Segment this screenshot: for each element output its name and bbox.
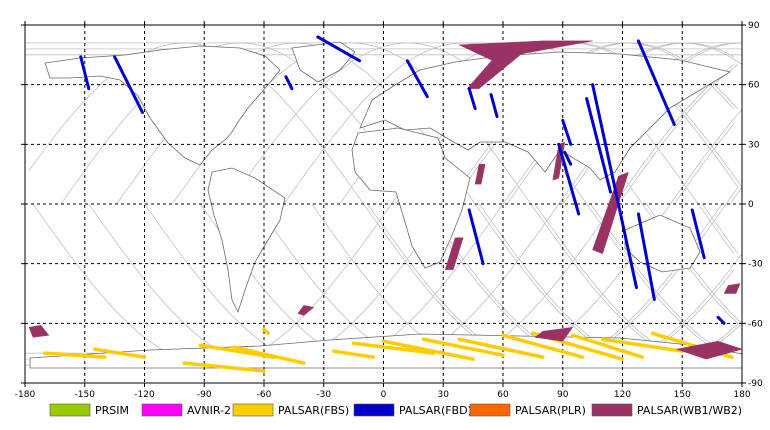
legend-label: PALSAR(FBS) <box>278 404 349 417</box>
fbd-swath <box>636 39 676 126</box>
x-tick-label: 180 <box>733 390 750 400</box>
legend-swatch <box>353 403 395 417</box>
legend: PRSIM AVNIR-2 PALSAR(FBS) PALSAR(FBD) PALSAR… <box>49 403 742 417</box>
south-america-land <box>207 167 286 314</box>
fbs-swath <box>421 337 505 357</box>
fbs-swath <box>182 361 266 373</box>
wb-swath <box>592 171 629 255</box>
fbs-swath <box>381 339 475 361</box>
orbit-track <box>729 186 743 205</box>
legend-swatch <box>49 403 91 417</box>
x-axis-ticks: -180 -150 -120 -90 -60 -30 0 30 60 90 120 150 180 <box>15 21 751 400</box>
fbd-swath <box>636 212 656 301</box>
fbs-swath <box>570 333 645 359</box>
x-tick-label: 0 <box>381 390 387 400</box>
orbit-track <box>618 64 739 205</box>
y-tick-label: 30 <box>748 140 760 150</box>
fbd-swath <box>557 142 581 216</box>
fbd-swath <box>563 150 573 166</box>
fbd-swath <box>467 87 477 111</box>
fbd-swath <box>716 315 726 325</box>
x-tick-label: 120 <box>614 390 631 400</box>
legend-swatch <box>232 403 274 417</box>
x-tick-label: 60 <box>497 390 509 400</box>
fbd-swath <box>79 55 91 91</box>
fbd-swath <box>284 75 294 91</box>
fbs-swath <box>262 327 270 336</box>
legend-label: AVNIR-2 <box>187 404 231 417</box>
orbit-track <box>673 123 735 205</box>
fbd-swaths <box>79 35 726 325</box>
fbs-swath <box>600 337 684 353</box>
y-tick-label: 60 <box>748 81 760 91</box>
x-tick-label: 150 <box>674 390 691 400</box>
x-tick-label: -30 <box>316 390 331 400</box>
legend-label: PALSAR(WB1/WB2) <box>637 404 742 417</box>
wb-swaths <box>28 40 743 360</box>
y-tick-label: -60 <box>748 319 763 329</box>
wb-swath <box>297 305 315 316</box>
fbs-swath <box>232 345 306 365</box>
fbd-swath <box>467 208 485 266</box>
wb-swath <box>474 163 486 185</box>
legend-label: PALSAR(PLR) <box>515 404 586 417</box>
x-tick-label: -90 <box>197 390 212 400</box>
africa-land <box>351 127 471 269</box>
y-tick-label: -90 <box>748 379 763 389</box>
fbd-swath <box>489 93 499 118</box>
x-tick-label: -180 <box>15 390 36 400</box>
wb-swath <box>534 326 574 342</box>
x-tick-label: -120 <box>134 390 155 400</box>
legend-swatch <box>141 403 183 417</box>
wb-swath <box>466 52 524 89</box>
fbs-swath <box>92 347 147 359</box>
legend-swatch <box>469 403 511 417</box>
wb-swath <box>459 40 593 62</box>
fbs-swath <box>331 349 376 359</box>
x-tick-label: -150 <box>75 390 96 400</box>
antarctica-land <box>29 333 743 369</box>
wb-swath <box>444 237 464 270</box>
legend-swatch <box>591 403 633 417</box>
fbs-swath <box>351 341 436 355</box>
fbd-swath <box>690 208 706 260</box>
wb-swath <box>723 283 741 294</box>
x-tick-label: 90 <box>557 390 569 400</box>
north-america-land <box>44 45 281 166</box>
wb-swath <box>28 325 50 338</box>
legend-label: PRSIM <box>95 404 129 417</box>
land-masses <box>29 41 743 369</box>
y-tick-label: 0 <box>748 200 754 210</box>
y-tick-label: 90 <box>748 21 760 31</box>
fbd-swath <box>113 55 145 115</box>
fbd-swath <box>316 35 362 63</box>
x-tick-label: 30 <box>438 390 450 400</box>
fbd-swath <box>585 97 613 194</box>
orbit-track <box>701 203 739 255</box>
y-tick-label: -30 <box>748 260 763 270</box>
fbd-swath <box>591 83 638 290</box>
fbs-swath <box>501 333 585 359</box>
x-tick-label: -60 <box>257 390 272 400</box>
y-axis-ticks: 90 60 30 0 -30 -60 -90 <box>21 21 763 389</box>
legend-label: PALSAR(FBD) <box>399 404 472 417</box>
fbd-swath <box>405 59 429 99</box>
fbd-swath <box>561 118 573 146</box>
fbs-swath <box>43 351 107 359</box>
fbs-swath <box>457 337 545 359</box>
